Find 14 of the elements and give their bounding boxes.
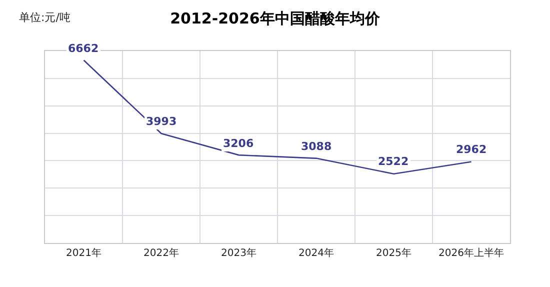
x-tick-label: 2021年	[66, 247, 102, 259]
chart-title: 2012-2026年中国醋酸年均价	[170, 9, 381, 28]
data-label: 3088	[301, 140, 332, 153]
x-tick-label: 2024年	[298, 247, 334, 259]
x-tick-label: 2025年	[376, 247, 412, 259]
data-label: 3993	[146, 115, 177, 128]
data-label: 2962	[456, 143, 487, 156]
data-label: 2522	[378, 155, 409, 168]
x-tick-label: 2022年	[144, 247, 179, 259]
y-axis-title: 单位:元/吨	[19, 11, 70, 24]
data-label: 3206	[223, 137, 254, 150]
data-label: 6662	[68, 42, 99, 55]
x-tick-label: 2026年上半年	[438, 247, 504, 259]
x-tick-label: 2023年	[221, 247, 256, 259]
